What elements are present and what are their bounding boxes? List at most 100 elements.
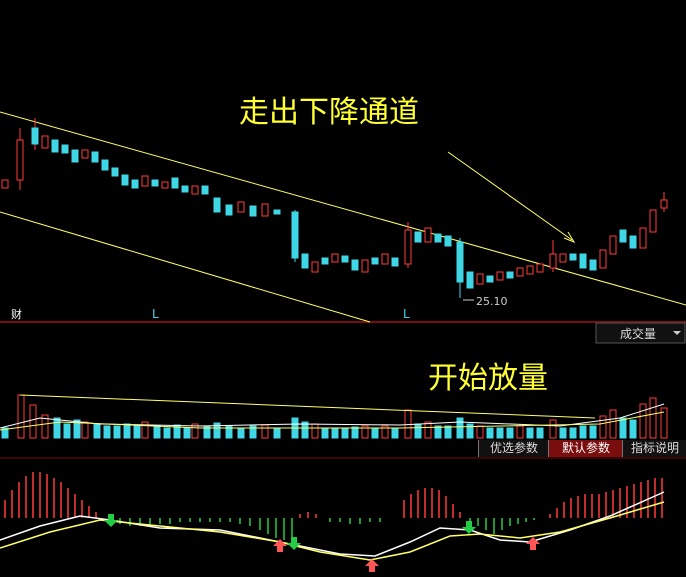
candles-part: [249, 205, 257, 217]
candles-part: [71, 149, 79, 163]
macd-part: [104, 514, 118, 527]
candles-part: [141, 175, 149, 187]
dropdown-label[interactable]: 成交量: [620, 326, 656, 341]
channel-lines-part: [563, 231, 576, 244]
event-marker[interactable]: L: [152, 307, 159, 321]
channel-lines: [0, 111, 686, 323]
candles-part: [273, 209, 281, 215]
candles-part: [391, 257, 399, 267]
candles-part: [51, 139, 59, 153]
candles-part: [101, 159, 109, 171]
indicator-tab[interactable]: 优选参数: [478, 440, 549, 457]
candles-part: [639, 227, 647, 249]
candles-part: [91, 151, 99, 163]
event-marker[interactable]: 财: [11, 307, 22, 321]
candles-part: [456, 241, 464, 283]
candles-part: [589, 259, 597, 271]
panel-dividers: [0, 321, 686, 459]
candles-part: [569, 253, 577, 261]
candles-part: [506, 271, 514, 279]
volume-bars-part: [1, 417, 637, 439]
candles-part: [434, 233, 442, 243]
candles-part: [291, 211, 299, 259]
candles-part: [424, 227, 432, 243]
candles-part: [121, 174, 129, 186]
candles-part: [111, 167, 119, 177]
candles-part: [536, 263, 544, 273]
channel-lines-part: [0, 111, 686, 306]
low-price-label: 25.10: [476, 295, 508, 308]
candles-part: [549, 253, 557, 269]
candles-part: [301, 253, 309, 269]
macd: [0, 472, 665, 572]
candles-part: [31, 127, 39, 145]
macd-part: [4, 472, 663, 518]
candles-part: [404, 229, 412, 265]
candles-part: [171, 177, 179, 189]
volume-bars-part: [17, 394, 668, 439]
candles-part: [660, 199, 668, 209]
volume-bars-part: [0, 403, 665, 429]
macd-part: [462, 521, 476, 534]
dropdown-box-part: [595, 322, 686, 344]
candles-part: [321, 257, 329, 265]
volume-bars-part: [19, 394, 596, 419]
candles-part: [361, 259, 369, 273]
candles-part: [201, 185, 209, 195]
candles-part: [599, 249, 607, 269]
candles-part: [414, 231, 422, 243]
candles-part: [331, 253, 339, 263]
candles-part: [16, 139, 24, 181]
candles-part: [151, 179, 159, 187]
candles-part: [444, 235, 452, 247]
candles-part: [341, 255, 349, 263]
channel-lines-part: [447, 151, 573, 241]
candles-part: [649, 209, 657, 233]
candles-part: [191, 185, 199, 195]
macd-part: [526, 537, 540, 550]
macd-part: [0, 491, 665, 557]
candles: [1, 118, 668, 298]
candles-part: [381, 253, 389, 265]
candles-part: [351, 259, 359, 271]
volume-bars-part: [0, 411, 665, 431]
annotation: 走出下降通道: [239, 95, 419, 130]
macd-part: [0, 501, 665, 561]
channel-lines-part: [0, 211, 371, 323]
candles-part: [61, 144, 69, 154]
candles-part: [225, 204, 233, 216]
candles-part: [516, 267, 524, 277]
candles-part: [213, 197, 221, 213]
macd-part: [273, 539, 287, 552]
candles-part: [41, 135, 49, 149]
candles-part: [466, 271, 474, 289]
candles-part: [1, 179, 9, 189]
dropdown-box-part: [673, 331, 681, 335]
event-marker[interactable]: L: [403, 307, 410, 321]
candles-part: [131, 179, 139, 189]
candles-part: [579, 253, 587, 269]
candles-part: [629, 235, 637, 249]
candles-part: [559, 253, 567, 263]
candles-part: [181, 185, 189, 193]
macd-part: [365, 559, 379, 572]
candles-part: [496, 271, 504, 281]
candles-part: [486, 275, 494, 283]
macd-part: [287, 537, 301, 550]
candles-part: [619, 229, 627, 243]
volume-bars: [0, 394, 668, 439]
indicator-tab[interactable]: 默认参数: [548, 440, 623, 457]
candles-part: [476, 273, 484, 285]
candles-part: [237, 201, 245, 213]
candles-part: [261, 203, 269, 217]
dropdown-box[interactable]: [595, 322, 686, 344]
candles-part: [526, 265, 534, 275]
candles-part: [161, 181, 169, 189]
candles-part: [609, 235, 617, 255]
candles-part: [371, 257, 379, 265]
candles-part: [81, 149, 89, 159]
indicator-tab[interactable]: 指标说明: [622, 440, 686, 457]
candles-part: [311, 261, 319, 273]
